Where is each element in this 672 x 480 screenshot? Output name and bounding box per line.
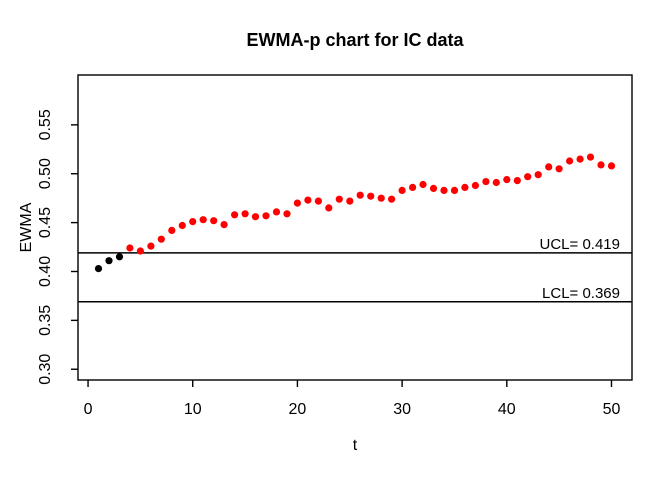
- data-point: [419, 180, 427, 189]
- data-point: [262, 212, 270, 220]
- data-point: [534, 171, 542, 179]
- data-point: [429, 184, 438, 192]
- x-tick-label: 50: [603, 401, 621, 418]
- data-point: [105, 257, 113, 265]
- data-point: [367, 192, 375, 200]
- data-point: [199, 216, 207, 224]
- data-point: [241, 210, 249, 218]
- data-point: [283, 210, 291, 218]
- plot-layer: 0 10 20 30 40 50 0.30 0.35 0.40 0.45 0.50 0.55: [37, 74, 633, 418]
- data-point: [388, 195, 396, 203]
- data-point: [398, 186, 406, 194]
- data-point: [461, 183, 469, 191]
- x-tick-label: 10: [184, 401, 202, 418]
- data-point: [220, 221, 228, 229]
- x-axis-title: t: [353, 437, 358, 454]
- data-point: [440, 186, 448, 194]
- data-point: [576, 155, 584, 163]
- y-axis-title: EWMA: [18, 202, 35, 252]
- lcl-label: LCL= 0.369: [542, 285, 620, 302]
- data-point: [314, 197, 322, 205]
- plot-box: [77, 74, 633, 381]
- data-point: [178, 221, 186, 230]
- data-point: [409, 183, 417, 191]
- data-point: [597, 161, 605, 169]
- data-point: [356, 191, 364, 199]
- data-point: [524, 173, 532, 181]
- data-point: [555, 165, 563, 173]
- data-point: [136, 247, 144, 255]
- y-tick-label: 0.50: [37, 158, 54, 189]
- data-point: [304, 196, 312, 204]
- x-tick-label: 30: [393, 401, 411, 418]
- data-point: [157, 235, 165, 243]
- data-point: [168, 226, 176, 234]
- data-point: [513, 177, 521, 185]
- data-point: [471, 181, 479, 190]
- y-tick-label: 0.55: [37, 109, 54, 140]
- data-point: [346, 197, 354, 205]
- x-tick-label: 0: [84, 401, 93, 418]
- y-tick-label: 0.40: [37, 256, 54, 287]
- y-tick-label: 0.30: [37, 354, 54, 385]
- data-point: [492, 178, 500, 187]
- data-point: [272, 208, 281, 216]
- ucl-label: UCL= 0.419: [540, 236, 620, 253]
- data-point: [251, 213, 260, 221]
- data-point: [482, 178, 490, 186]
- data-point: [126, 244, 134, 252]
- data-point: [335, 195, 343, 203]
- data-point: [189, 218, 197, 226]
- y-tick-label: 0.35: [37, 305, 54, 336]
- y-tick-label: 0.45: [37, 207, 54, 238]
- data-point: [566, 157, 574, 165]
- data-point: [586, 153, 595, 161]
- data-point: [94, 265, 103, 273]
- data-point: [503, 176, 511, 184]
- data-point: [377, 194, 385, 202]
- data-point: [545, 163, 553, 171]
- data-point: [450, 186, 459, 194]
- x-tick-label: 40: [498, 401, 516, 418]
- data-point: [607, 162, 616, 170]
- chart-title: EWMA-p chart for IC data: [246, 30, 464, 50]
- data-point: [325, 204, 333, 212]
- data-point: [115, 253, 124, 261]
- data-point: [210, 217, 218, 225]
- data-point: [147, 242, 155, 250]
- x-tick-label: 20: [289, 401, 307, 418]
- data-point: [293, 199, 301, 207]
- data-point: [231, 211, 239, 219]
